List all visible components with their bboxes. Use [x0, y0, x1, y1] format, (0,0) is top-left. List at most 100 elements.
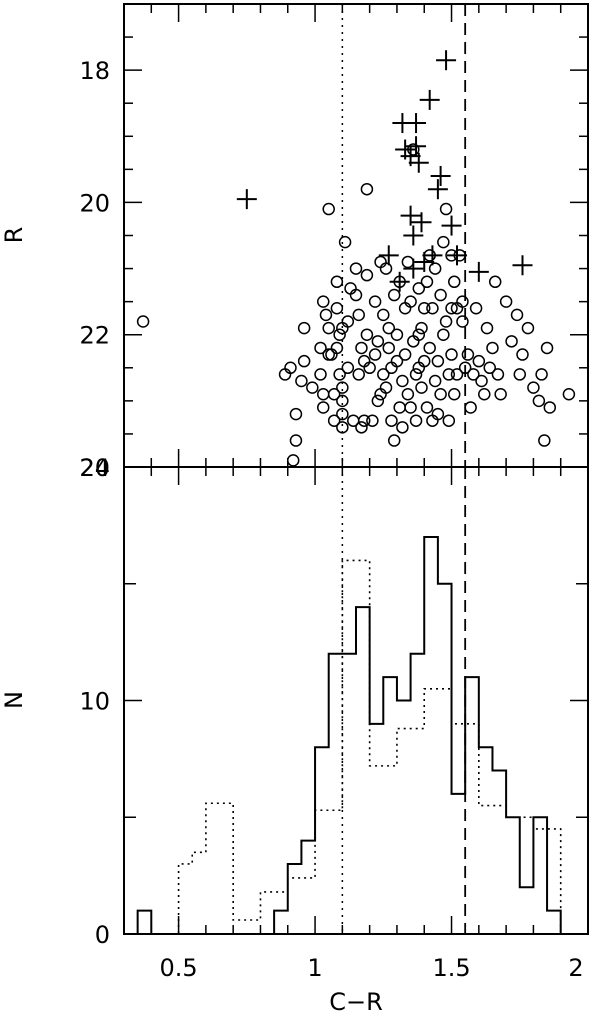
hist-x-tick-labels: 0.5 1 1.5 2 [160, 954, 584, 982]
cmd-circle-point [136, 315, 150, 328]
cmd-circle-point [538, 434, 551, 447]
cmd-circle-point [415, 381, 428, 394]
cmd-circle-point [480, 321, 494, 335]
hist-frame [123, 466, 589, 935]
cmd-circle-point [355, 421, 368, 434]
cmd-circle-point [437, 328, 450, 341]
cmd-plus-point [430, 165, 451, 186]
cmd-circle-point [360, 328, 374, 341]
cmd-circle-point [417, 354, 431, 368]
cmd-plus-point [389, 271, 410, 292]
cmd-circle-point [322, 321, 335, 335]
cmd-circle-point [387, 434, 401, 447]
cmd-circle-point [491, 368, 505, 381]
hist-x-tick-label: 0.5 [160, 954, 198, 982]
cmd-plus-point [436, 50, 457, 71]
cmd-circle-point [431, 354, 445, 368]
cmd-y-tick-label: 20 [79, 189, 110, 217]
cmd-circle-point [379, 262, 393, 275]
cmd-circle-point [469, 302, 483, 315]
cmd-plus-point [411, 212, 432, 233]
cmd-circle-point [409, 368, 423, 381]
cmd-plus-point [422, 245, 443, 266]
cmd-circle-point [330, 302, 344, 315]
cmd-circle-point [368, 295, 382, 308]
cmd-circle-point [338, 235, 352, 249]
cmd-reference-lines [341, 4, 467, 467]
cmd-circle-point [390, 328, 404, 341]
cmd-circle-point [527, 381, 540, 394]
cmd-circle-point [442, 368, 456, 381]
cmd-plus-point [403, 225, 424, 246]
cmd-y-tick-labels: 18 20 22 24 [79, 57, 110, 482]
hist-ticks [123, 466, 589, 935]
cmd-circle-point [456, 315, 469, 328]
cmd-circle-point [286, 454, 300, 467]
cmd-circle-point [349, 262, 363, 275]
cmd-plus-point [419, 89, 440, 110]
cmd-circle-point [396, 374, 409, 388]
cmd-plus-point [406, 136, 427, 157]
cmd-circle-point [398, 348, 412, 361]
cmd-circle-point [486, 341, 499, 355]
cmd-circle-point [314, 341, 327, 355]
cmd-circle-point [330, 275, 344, 289]
cmd-circle-point [467, 368, 480, 381]
cmd-circle-point [445, 302, 458, 315]
cmd-circle-point [393, 401, 406, 414]
cmd-circle-point [483, 361, 496, 375]
cmd-circle-point [306, 381, 319, 394]
cmd-frame [123, 3, 589, 468]
cmd-plus-point [446, 245, 467, 266]
cmd-circle-point [423, 341, 436, 355]
cmd-plus-point [512, 255, 533, 276]
cmd-circle-point [349, 288, 363, 302]
hist-x-axis-label: C−R [329, 988, 383, 1016]
cmd-circle-point [562, 387, 576, 401]
cmd-circle-point [352, 368, 365, 381]
cmd-circle-point [360, 182, 374, 196]
cmd-plus-point [403, 258, 424, 279]
hist-y-tick-labels: 0 10 20 [79, 454, 110, 949]
cmd-circle-point [428, 262, 442, 275]
cmd-circle-point [316, 295, 330, 308]
cmd-circle-point [357, 414, 371, 427]
cmd-circle-point [316, 401, 330, 414]
cmd-circle-point [415, 321, 428, 335]
cmd-circle-point [431, 407, 445, 421]
cmd-circle-point [404, 295, 417, 308]
cmd-circle-point [450, 368, 464, 381]
cmd-plus-point [406, 113, 427, 134]
cmd-circle-point [458, 361, 472, 375]
cmd-panel: 18 20 22 24 R [0, 3, 589, 482]
hist-x-tick-label: 2 [568, 954, 583, 982]
cmd-circle-point [426, 302, 439, 315]
cmd-circle-point [409, 414, 423, 427]
cmd-circle-point [475, 374, 488, 388]
cmd-circle-point [521, 321, 535, 335]
cmd-circle-point [448, 275, 461, 289]
cmd-circle-point [439, 315, 453, 328]
cmd-circle-point [516, 348, 529, 361]
hist-y-tick-label: 20 [79, 454, 110, 482]
cmd-circle-point [543, 401, 557, 414]
hist-y-tick-label: 0 [95, 921, 110, 949]
cmd-circle-point [442, 414, 456, 427]
cmd-circle-point [377, 368, 390, 381]
cmd-circle-point [379, 381, 393, 394]
cmd-circle-point [412, 328, 426, 341]
cmd-plus-point [400, 205, 421, 226]
cmd-y-axis-label: R [0, 227, 28, 244]
cmd-circle-point [420, 401, 434, 414]
histogram-solid-series [136, 536, 575, 935]
cmd-circle-point [428, 374, 442, 388]
cmd-circle-point [371, 394, 385, 408]
cmd-circle-point [289, 434, 303, 447]
hist-x-tick-label: 1.5 [432, 954, 470, 982]
cmd-circle-point [360, 268, 374, 282]
cmd-circle-point [336, 381, 349, 394]
cmd-circle-point [336, 421, 349, 434]
cmd-circle-point [478, 387, 491, 401]
cmd-circle-point [327, 387, 341, 401]
cmd-plus-point [468, 261, 489, 282]
